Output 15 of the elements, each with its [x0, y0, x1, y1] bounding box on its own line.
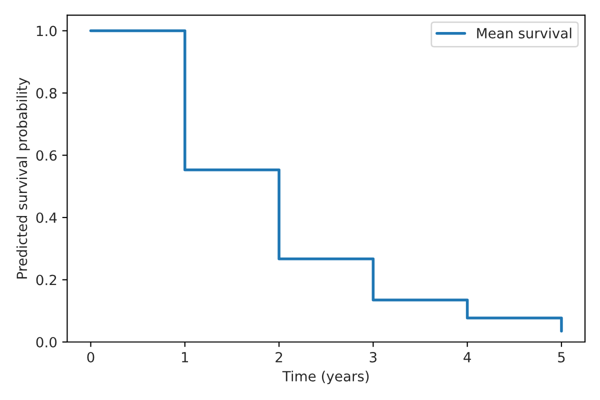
y-tick-label: 0.2	[36, 274, 56, 286]
y-tick-label: 0.0	[36, 336, 57, 348]
y-tick-label: 0.8	[36, 88, 57, 98]
legend-label: Mean survival	[477, 28, 572, 38]
x-tick-label: 2	[276, 352, 282, 362]
y-tick-label: 0.6	[36, 150, 57, 161]
x-axis-title: Time (years)	[282, 370, 369, 384]
y-tick-label: 0.4	[36, 212, 57, 223]
x-tick-label: 1	[182, 352, 188, 362]
x-tick-label: 4	[464, 352, 471, 362]
x-tick-label: 5	[558, 352, 565, 362]
x-tick-label: 3	[370, 352, 376, 362]
y-tick-label: 1.0	[36, 26, 57, 36]
x-tick-label: 0	[87, 352, 94, 362]
y-axis-title: Predicted survival probability	[16, 78, 30, 279]
